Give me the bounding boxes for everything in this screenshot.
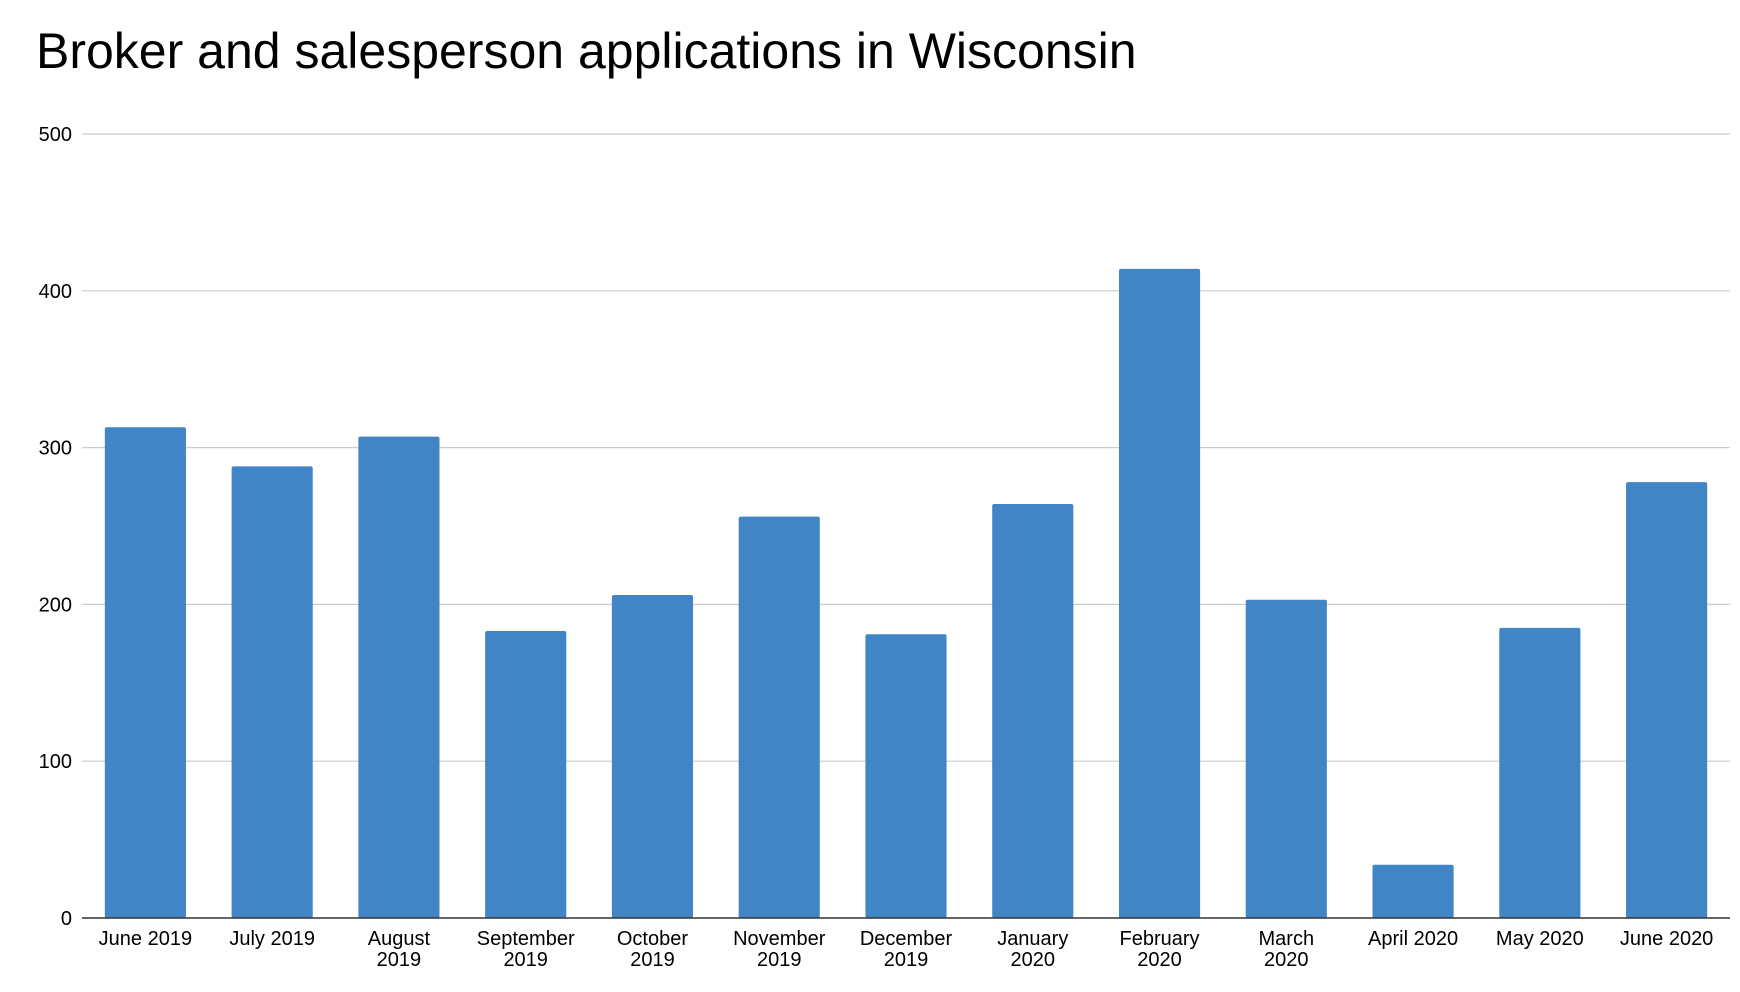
bar — [738, 516, 820, 918]
x-tick-label: July 2019 — [229, 928, 315, 950]
x-tick-label: April 2020 — [1368, 928, 1458, 950]
y-tick-label: 500 — [39, 124, 72, 146]
x-tick-label-line: March — [1259, 928, 1315, 950]
y-tick-label: 400 — [39, 281, 72, 303]
x-tick-label: December 2019 — [860, 928, 953, 971]
bar — [611, 594, 694, 918]
x-tick-label: October 2019 — [617, 928, 688, 971]
x-tick-label: June 2020 — [1620, 928, 1713, 950]
x-tick-label-line: June 2019 — [99, 928, 192, 950]
chart-title: Broker and salesperson applications in W… — [36, 23, 1137, 79]
x-tick-label-line: September — [477, 928, 575, 950]
y-axis-ticks: 0 100 200 300 400 500 — [39, 124, 72, 930]
x-tick-label: June 2019 — [99, 928, 192, 950]
gridlines — [82, 133, 1730, 762]
x-tick-label-line: October — [617, 928, 688, 950]
y-tick-label: 100 — [39, 751, 72, 773]
x-tick-label-line: 2020 — [1137, 949, 1182, 971]
x-tick-label-line: 2019 — [377, 949, 422, 971]
x-tick-label-line: April 2020 — [1368, 928, 1458, 950]
x-tick-label-line: 2020 — [1264, 949, 1309, 971]
bars — [104, 268, 1708, 918]
bar — [358, 436, 440, 918]
x-tick-label-line: 2019 — [884, 949, 929, 971]
x-tick-label: August 2019 — [368, 928, 431, 971]
bar — [231, 466, 313, 918]
bar — [1118, 268, 1201, 918]
bar — [992, 504, 1074, 918]
x-tick-label-line: May 2020 — [1496, 928, 1584, 950]
y-tick-label: 0 — [61, 908, 72, 930]
x-tick-label-line: June 2020 — [1620, 928, 1713, 950]
x-tick-label-line: January — [997, 928, 1068, 950]
x-tick-label-line: 2019 — [757, 949, 802, 971]
x-tick-label: January 2020 — [997, 928, 1068, 971]
x-tick-label: February 2020 — [1120, 928, 1200, 971]
x-tick-label-line: December — [860, 928, 953, 950]
y-tick-label: 300 — [39, 438, 72, 460]
y-tick-label: 200 — [39, 594, 72, 616]
x-tick-label-line: 2019 — [503, 949, 548, 971]
bar — [1626, 482, 1708, 918]
x-tick-label-line: February — [1120, 928, 1200, 950]
x-tick-label-line: 2019 — [630, 949, 675, 971]
x-tick-label-line: 2020 — [1011, 949, 1056, 971]
x-tick-label: May 2020 — [1496, 928, 1584, 950]
bar — [1372, 864, 1454, 918]
x-tick-label: March 2020 — [1259, 928, 1315, 971]
x-tick-label: November 2019 — [733, 928, 826, 971]
bar — [1499, 627, 1581, 918]
x-tick-label-line: August — [368, 928, 431, 950]
x-tick-label: September 2019 — [477, 928, 575, 971]
bar — [485, 631, 567, 918]
bar — [1245, 599, 1327, 918]
x-tick-label-line: July 2019 — [229, 928, 315, 950]
bar — [104, 427, 186, 918]
x-tick-label-line: November — [733, 928, 826, 950]
bar — [865, 634, 947, 918]
